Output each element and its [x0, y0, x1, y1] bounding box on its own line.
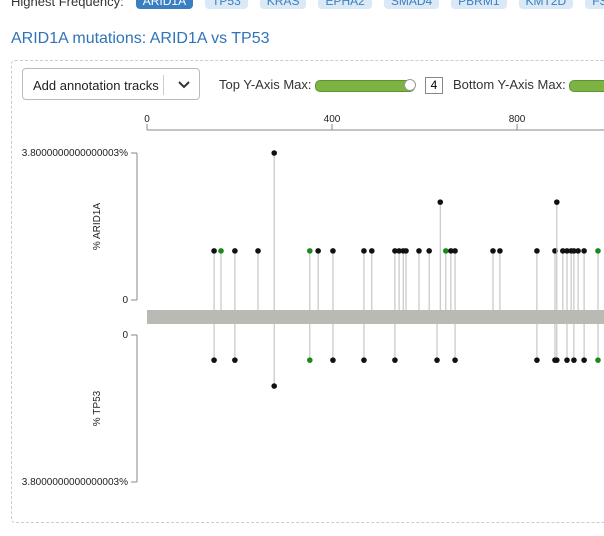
annotation-dropdown[interactable]: Add annotation tracks	[22, 68, 200, 100]
divider	[163, 75, 164, 95]
bottom-y-max-label: Bottom Y-Axis Max:	[453, 77, 566, 92]
top-y-max-label: Top Y-Axis Max:	[219, 77, 312, 92]
gene-button[interactable]: PBRM1	[451, 0, 507, 9]
dropdown-text: Add annotation tracks	[33, 78, 159, 93]
plot-title: ARID1A mutations: ARID1A vs TP53	[11, 30, 270, 47]
gene-bar: Highest Frequency: ARID1A TP53 KRAS EPHA2 SM…	[11, 0, 604, 9]
chevron	[178, 81, 190, 89]
gene-button[interactable]: ARID1A	[135, 0, 194, 9]
gene-button[interactable]: KRAS	[259, 0, 307, 9]
gene-button[interactable]: EPHA2	[318, 0, 372, 9]
gene-button[interactable]: SMAD4	[383, 0, 440, 9]
gene-button[interactable]: FSIP2	[585, 0, 604, 9]
top-y-max-input[interactable]: 4	[425, 77, 443, 94]
bottom-y-slider[interactable]	[569, 80, 604, 92]
gene-button[interactable]: TP53	[205, 0, 248, 9]
gene-button[interactable]: KMT2D	[518, 0, 574, 9]
frequency-label: Highest Frequency:	[11, 0, 124, 9]
top-y-slider[interactable]	[315, 80, 415, 92]
plot-panel	[11, 60, 604, 523]
slider-knob[interactable]	[404, 79, 416, 91]
